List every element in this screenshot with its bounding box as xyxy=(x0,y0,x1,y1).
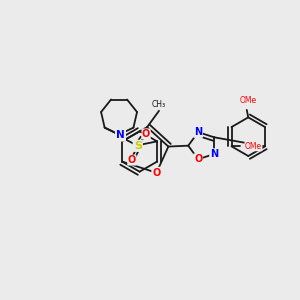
Text: O: O xyxy=(194,154,202,164)
Text: O: O xyxy=(142,129,150,139)
Text: O: O xyxy=(128,155,136,165)
Text: N: N xyxy=(116,130,125,140)
Text: CH₃: CH₃ xyxy=(152,100,166,109)
Text: O: O xyxy=(152,168,160,178)
Text: S: S xyxy=(134,141,142,151)
Text: N: N xyxy=(210,149,218,159)
Text: OMe: OMe xyxy=(240,97,257,106)
Text: N: N xyxy=(116,130,125,140)
Text: OMe: OMe xyxy=(245,142,262,151)
Text: N: N xyxy=(194,127,202,137)
